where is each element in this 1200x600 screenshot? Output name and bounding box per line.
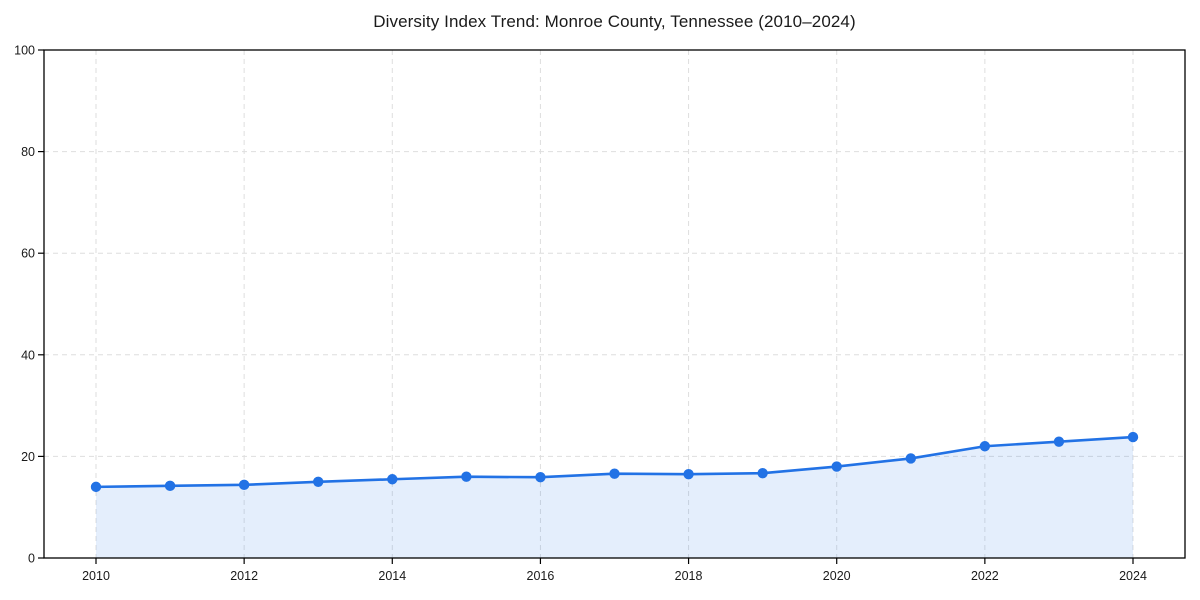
y-tick-label: 100 <box>14 44 35 58</box>
data-point <box>461 471 472 482</box>
data-point <box>313 476 324 487</box>
x-tick-label: 2010 <box>82 569 110 583</box>
data-point <box>238 479 250 491</box>
x-tick-label: 2022 <box>971 569 999 583</box>
data-point <box>535 472 546 483</box>
y-tick-label: 60 <box>21 247 35 261</box>
data-point <box>387 474 398 485</box>
y-tick-label: 0 <box>28 552 35 566</box>
area-fill <box>96 437 1133 558</box>
y-tick-label: 20 <box>21 450 35 464</box>
data-point <box>683 468 694 480</box>
y-tick-label: 80 <box>21 145 35 159</box>
data-point <box>90 481 102 493</box>
x-tick-label: 2018 <box>675 569 703 583</box>
data-point <box>1053 436 1065 447</box>
x-tick-label: 2016 <box>527 569 555 583</box>
x-tick-label: 2020 <box>823 569 851 583</box>
data-point <box>609 468 620 479</box>
data-point <box>164 480 176 492</box>
x-tick-label: 2024 <box>1119 569 1147 583</box>
data-point <box>757 467 768 479</box>
y-tick-label: 40 <box>21 348 35 362</box>
plot-border <box>43 49 1186 559</box>
data-point <box>1127 431 1139 443</box>
x-tick-label: 2014 <box>378 569 406 583</box>
data-point <box>979 441 991 452</box>
data-point <box>831 461 842 472</box>
data-point <box>905 453 916 464</box>
chart-title: Diversity Index Trend: Monroe County, Te… <box>373 12 856 31</box>
x-tick-label: 2012 <box>230 569 258 583</box>
